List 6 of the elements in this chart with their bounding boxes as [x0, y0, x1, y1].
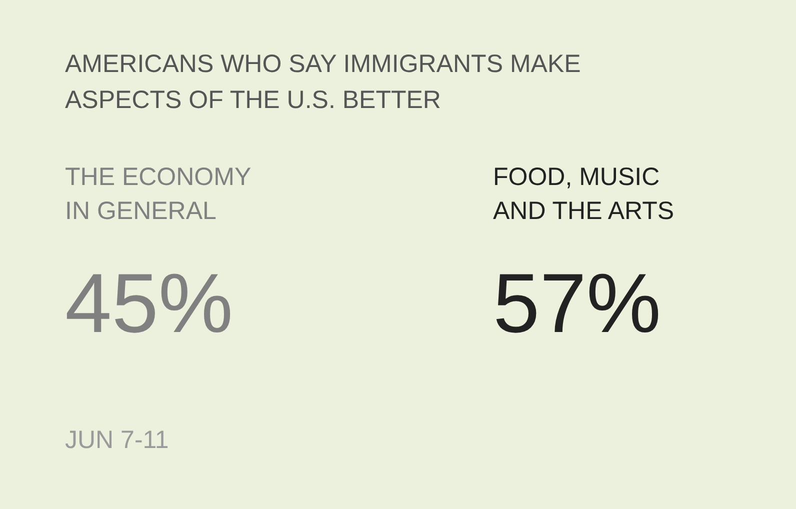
text: JUN 7-11: [65, 426, 169, 454]
text: AMERICANS WHO SAY IMMIGRANTS MAKE ASPECTS OF THE U.S. BETTER: [65, 50, 581, 114]
category-label: THE ECONOMY IN GENERAL: [65, 163, 252, 225]
data-label: 57%: [493, 256, 662, 350]
category-label: FOOD, MUSIC AND THE ARTS: [493, 163, 674, 225]
data-label: 45%: [65, 256, 234, 350]
